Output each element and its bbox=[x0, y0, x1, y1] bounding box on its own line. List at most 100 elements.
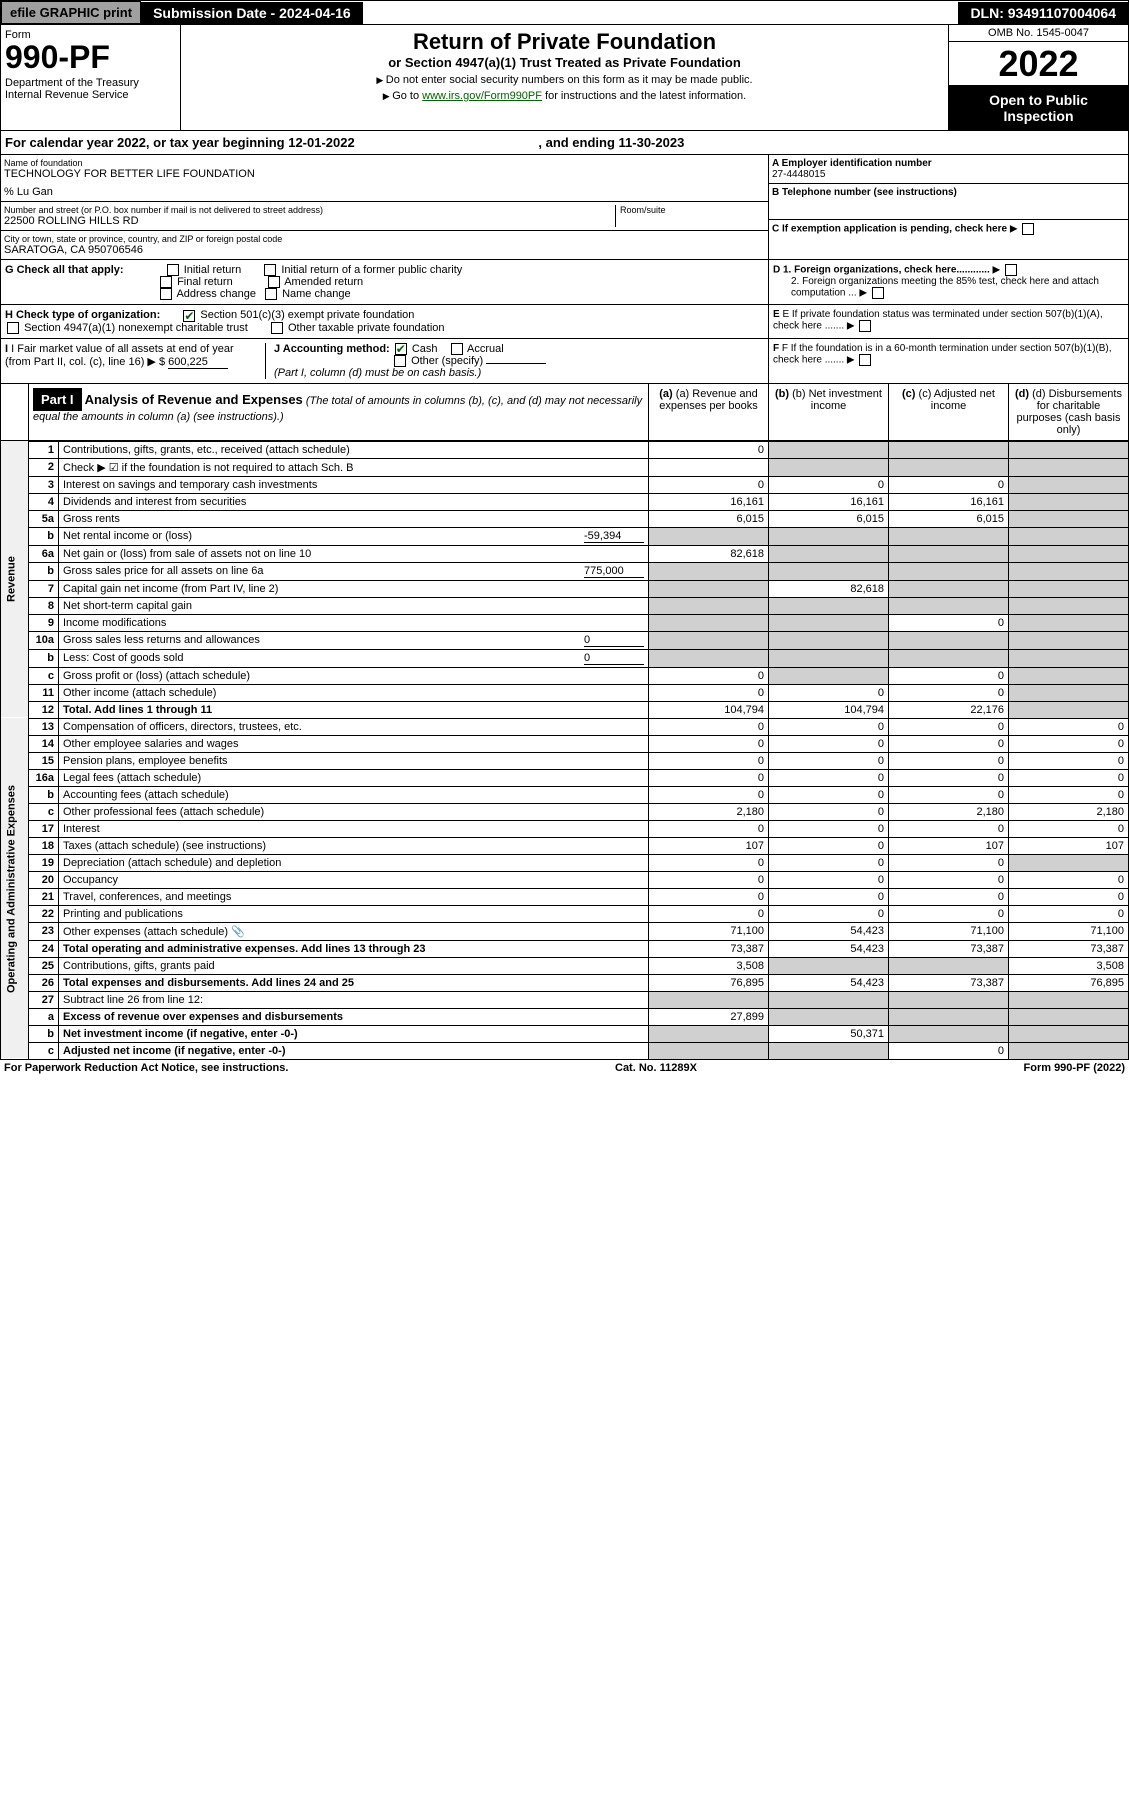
h-opt-3: Other taxable private foundation bbox=[288, 322, 445, 334]
row-c: cGross profit or (loss) (attach schedule… bbox=[1, 667, 1129, 684]
g-opt-4: Address change bbox=[176, 288, 256, 300]
efile-button[interactable]: efile GRAPHIC print bbox=[1, 1, 141, 24]
h-cb-4947[interactable] bbox=[7, 322, 19, 334]
e-label: E If private foundation status was termi… bbox=[773, 309, 1103, 332]
j-other: Other (specify) bbox=[411, 355, 483, 367]
top-bar: efile GRAPHIC print Submission Date - 20… bbox=[0, 0, 1129, 25]
j-cb-other[interactable] bbox=[394, 355, 406, 367]
row-c: cAdjusted net income (if negative, enter… bbox=[1, 1042, 1129, 1059]
g-opt-1: Initial return of a former public charit… bbox=[281, 264, 462, 276]
address-cell: Number and street (or P.O. box number if… bbox=[1, 202, 768, 231]
info-block: Name of foundation TECHNOLOGY FOR BETTER… bbox=[0, 155, 1129, 260]
row-b: bNet investment income (if negative, ent… bbox=[1, 1025, 1129, 1042]
row-3: 3Interest on savings and temporary cash … bbox=[1, 476, 1129, 493]
j-cb-accrual[interactable] bbox=[451, 343, 463, 355]
instruction-1: Do not enter social security numbers on … bbox=[185, 74, 944, 86]
footer-center: Cat. No. 11289X bbox=[615, 1062, 697, 1074]
h-opt-2: Section 4947(a)(1) nonexempt charitable … bbox=[24, 322, 248, 334]
col-b: (b) Net investment income bbox=[792, 388, 882, 412]
submission-date: Submission Date - 2024-04-16 bbox=[141, 2, 363, 24]
d1-label: D 1. Foreign organizations, check here..… bbox=[773, 265, 990, 276]
tel-cell: B Telephone number (see instructions) bbox=[769, 184, 1128, 220]
row-b: bNet rental income or (loss)-59,394 bbox=[1, 527, 1129, 545]
e-section: E E If private foundation status was ter… bbox=[768, 305, 1128, 337]
department: Department of the Treasury Internal Reve… bbox=[5, 77, 176, 101]
f-section: F F If the foundation is in a 60-month t… bbox=[768, 339, 1128, 383]
col-c: (c) Adjusted net income bbox=[919, 388, 995, 412]
name-label: Name of foundation bbox=[4, 158, 765, 168]
row-10a: 10aGross sales less returns and allowanc… bbox=[1, 631, 1129, 649]
tax-year: 2022 bbox=[949, 42, 1128, 86]
g-cb-name[interactable] bbox=[265, 288, 277, 300]
e-cb[interactable] bbox=[859, 320, 871, 332]
irs-link[interactable]: www.irs.gov/Form990PF bbox=[422, 90, 542, 102]
row-27: 27Subtract line 26 from line 12: bbox=[1, 991, 1129, 1008]
section-label: Operating and Administrative Expenses bbox=[1, 718, 29, 1059]
row-1: Revenue1Contributions, gifts, grants, et… bbox=[1, 441, 1129, 458]
city: SARATOGA, CA 950706546 bbox=[4, 244, 765, 256]
form-header: Form 990-PF Department of the Treasury I… bbox=[0, 25, 1129, 131]
instruction-2: Go to www.irs.gov/Form990PF for instruct… bbox=[185, 90, 944, 102]
ein-label: A Employer identification number bbox=[772, 158, 1125, 169]
check-section-h: H Check type of organization: Section 50… bbox=[0, 305, 1129, 338]
h-cb-501c3[interactable] bbox=[183, 310, 195, 322]
row-7: 7Capital gain net income (from Part IV, … bbox=[1, 580, 1129, 597]
inst2-post: for instructions and the latest informat… bbox=[542, 90, 746, 102]
part1-header-row: Part I Analysis of Revenue and Expenses … bbox=[0, 384, 1129, 441]
h-cb-other[interactable] bbox=[271, 322, 283, 334]
cal-begin: For calendar year 2022, or tax year begi… bbox=[5, 135, 355, 150]
footer: For Paperwork Reduction Act Notice, see … bbox=[0, 1060, 1129, 1076]
d2-cb[interactable] bbox=[872, 287, 884, 299]
room-label: Room/suite bbox=[620, 205, 765, 215]
ij-section: I I Fair market value of all assets at e… bbox=[1, 339, 768, 383]
d-section: D 1. Foreign organizations, check here..… bbox=[768, 260, 1128, 304]
i-value: 600,225 bbox=[168, 356, 228, 369]
g-cb-amended[interactable] bbox=[268, 276, 280, 288]
j-cash: Cash bbox=[412, 343, 438, 355]
f-cb[interactable] bbox=[859, 354, 871, 366]
attachment-icon[interactable]: 📎 bbox=[228, 926, 245, 938]
row-8: 8Net short-term capital gain bbox=[1, 597, 1129, 614]
header-right: OMB No. 1545-0047 2022 Open to Public In… bbox=[948, 25, 1128, 130]
care-of: % Lu Gan bbox=[4, 186, 765, 198]
g-cb-initial-charity[interactable] bbox=[264, 264, 276, 276]
g-cb-final[interactable] bbox=[160, 276, 172, 288]
row-23: 23Other expenses (attach schedule) 📎71,1… bbox=[1, 922, 1129, 940]
cal-end: , and ending 11-30-2023 bbox=[538, 135, 684, 150]
check-section-g: G Check all that apply: Initial return I… bbox=[0, 260, 1129, 305]
main-table: Revenue1Contributions, gifts, grants, et… bbox=[0, 441, 1129, 1060]
part1-title-cell: Part I Analysis of Revenue and Expenses … bbox=[29, 384, 648, 440]
foundation-name-cell: Name of foundation TECHNOLOGY FOR BETTER… bbox=[1, 155, 768, 202]
form-title: Return of Private Foundation bbox=[185, 29, 944, 55]
row-12: 12Total. Add lines 1 through 11104,79410… bbox=[1, 701, 1129, 718]
footer-left: For Paperwork Reduction Act Notice, see … bbox=[4, 1062, 288, 1074]
c-checkbox[interactable] bbox=[1022, 223, 1034, 235]
footer-right: Form 990-PF (2022) bbox=[1024, 1062, 1126, 1074]
col-d: (d) Disbursements for charitable purpose… bbox=[1017, 388, 1122, 436]
row-26: 26Total expenses and disbursements. Add … bbox=[1, 974, 1129, 991]
d2-label: 2. Foreign organizations meeting the 85%… bbox=[791, 276, 1099, 299]
d1-cb[interactable] bbox=[1005, 264, 1017, 276]
row-11: 11Other income (attach schedule)000 bbox=[1, 684, 1129, 701]
check-section-ij: I I Fair market value of all assets at e… bbox=[0, 339, 1129, 384]
open-inspection: Open to Public Inspection bbox=[949, 86, 1128, 130]
row-21: 21Travel, conferences, and meetings0000 bbox=[1, 888, 1129, 905]
g-section: G Check all that apply: Initial return I… bbox=[1, 260, 768, 304]
ein-cell: A Employer identification number 27-4448… bbox=[769, 155, 1128, 184]
row-15: 15Pension plans, employee benefits0000 bbox=[1, 752, 1129, 769]
row-13: Operating and Administrative Expenses13C… bbox=[1, 718, 1129, 735]
addr-label: Number and street (or P.O. box number if… bbox=[4, 205, 615, 215]
row-20: 20Occupancy0000 bbox=[1, 871, 1129, 888]
j-note: (Part I, column (d) must be on cash basi… bbox=[274, 367, 481, 379]
row-16a: 16aLegal fees (attach schedule)0000 bbox=[1, 769, 1129, 786]
row-b: bGross sales price for all assets on lin… bbox=[1, 562, 1129, 580]
j-cb-cash[interactable] bbox=[395, 343, 407, 355]
j-accrual: Accrual bbox=[467, 343, 504, 355]
g-opt-0: Initial return bbox=[184, 264, 241, 276]
form-subtitle: or Section 4947(a)(1) Trust Treated as P… bbox=[185, 55, 944, 70]
g-cb-address[interactable] bbox=[160, 288, 172, 300]
g-cb-initial[interactable] bbox=[167, 264, 179, 276]
calendar-year: For calendar year 2022, or tax year begi… bbox=[0, 131, 1129, 155]
inst2-pre: Go to bbox=[392, 90, 422, 102]
row-a: aExcess of revenue over expenses and dis… bbox=[1, 1008, 1129, 1025]
